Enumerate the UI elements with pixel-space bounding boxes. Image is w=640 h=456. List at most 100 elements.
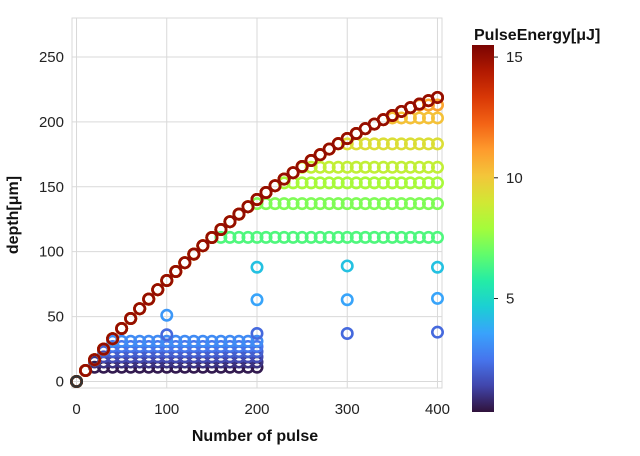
colorbar-bar bbox=[472, 45, 494, 412]
data-point bbox=[403, 197, 417, 211]
data-point bbox=[70, 375, 84, 389]
data-point bbox=[367, 160, 381, 174]
data-point bbox=[205, 231, 219, 245]
data-point bbox=[340, 137, 354, 151]
data-point bbox=[430, 260, 444, 274]
data-point bbox=[358, 230, 372, 244]
data-point bbox=[286, 197, 300, 211]
data-point bbox=[277, 197, 291, 211]
x-tick-label: 400 bbox=[425, 401, 450, 418]
data-point bbox=[394, 230, 408, 244]
data-point bbox=[322, 230, 336, 244]
data-point bbox=[349, 160, 363, 174]
data-point bbox=[142, 334, 156, 348]
x-tick-label: 0 bbox=[72, 401, 80, 418]
data-point bbox=[178, 334, 192, 348]
data-points bbox=[70, 90, 444, 389]
data-point bbox=[412, 176, 426, 190]
data-point bbox=[295, 230, 309, 244]
data-point bbox=[250, 192, 264, 206]
data-point bbox=[403, 160, 417, 174]
data-point bbox=[295, 197, 309, 211]
data-point bbox=[421, 98, 435, 112]
data-point bbox=[367, 176, 381, 190]
data-point bbox=[430, 291, 444, 305]
data-point bbox=[295, 176, 309, 190]
data-point bbox=[232, 334, 246, 348]
data-point bbox=[349, 197, 363, 211]
data-point bbox=[430, 176, 444, 190]
data-point bbox=[277, 172, 291, 186]
data-point bbox=[241, 200, 255, 214]
y-tick-label: 250 bbox=[39, 49, 64, 66]
data-point bbox=[421, 176, 435, 190]
data-point bbox=[322, 160, 336, 174]
data-point bbox=[250, 260, 264, 274]
data-point bbox=[241, 230, 255, 244]
data-point bbox=[232, 230, 246, 244]
data-point bbox=[358, 137, 372, 151]
colorbar-tick-label: 5 bbox=[506, 291, 514, 308]
data-point bbox=[385, 230, 399, 244]
data-point bbox=[142, 292, 156, 306]
data-point bbox=[367, 230, 381, 244]
data-point bbox=[88, 353, 102, 367]
data-point bbox=[376, 197, 390, 211]
data-point bbox=[97, 342, 111, 356]
data-point bbox=[322, 176, 336, 190]
data-point bbox=[322, 197, 336, 211]
data-point bbox=[403, 230, 417, 244]
data-point bbox=[268, 197, 282, 211]
data-point bbox=[394, 160, 408, 174]
data-point bbox=[340, 293, 354, 307]
data-point bbox=[250, 326, 264, 340]
data-point bbox=[223, 215, 237, 229]
data-point bbox=[214, 230, 228, 244]
data-point bbox=[385, 197, 399, 211]
x-tick-label: 100 bbox=[154, 401, 179, 418]
colorbar: 5 10 15 bbox=[472, 45, 523, 412]
data-point bbox=[160, 308, 174, 322]
y-tick-label: 100 bbox=[39, 244, 64, 261]
data-point bbox=[304, 160, 318, 174]
data-point bbox=[394, 137, 408, 151]
data-point bbox=[205, 334, 219, 348]
data-point bbox=[340, 259, 354, 273]
data-point bbox=[376, 230, 390, 244]
data-point bbox=[268, 179, 282, 193]
data-point bbox=[358, 197, 372, 211]
data-point bbox=[313, 160, 327, 174]
data-point bbox=[412, 111, 426, 125]
x-tick-label: 200 bbox=[244, 401, 269, 418]
data-point bbox=[412, 230, 426, 244]
data-point bbox=[169, 334, 183, 348]
data-point bbox=[133, 334, 147, 348]
data-point bbox=[187, 247, 201, 261]
data-point bbox=[259, 185, 273, 199]
data-point bbox=[313, 230, 327, 244]
data-point bbox=[331, 230, 345, 244]
data-point bbox=[385, 176, 399, 190]
data-point bbox=[250, 230, 264, 244]
data-point bbox=[331, 160, 345, 174]
data-point bbox=[367, 137, 381, 151]
x-axis-title: Number of pulse bbox=[192, 428, 318, 445]
data-point bbox=[394, 176, 408, 190]
data-point bbox=[151, 283, 165, 297]
data-point bbox=[214, 334, 228, 348]
y-tick-label: 200 bbox=[39, 114, 64, 131]
data-point bbox=[421, 160, 435, 174]
data-point bbox=[106, 332, 120, 346]
data-point bbox=[196, 334, 210, 348]
data-point bbox=[250, 293, 264, 307]
data-point bbox=[421, 230, 435, 244]
data-point bbox=[124, 334, 138, 348]
data-point bbox=[430, 90, 444, 104]
data-point bbox=[385, 137, 399, 151]
data-point bbox=[376, 160, 390, 174]
colorbar-tick-label: 10 bbox=[506, 170, 523, 187]
data-point bbox=[313, 148, 327, 162]
data-point bbox=[376, 137, 390, 151]
data-point bbox=[250, 334, 264, 348]
data-point bbox=[223, 230, 237, 244]
